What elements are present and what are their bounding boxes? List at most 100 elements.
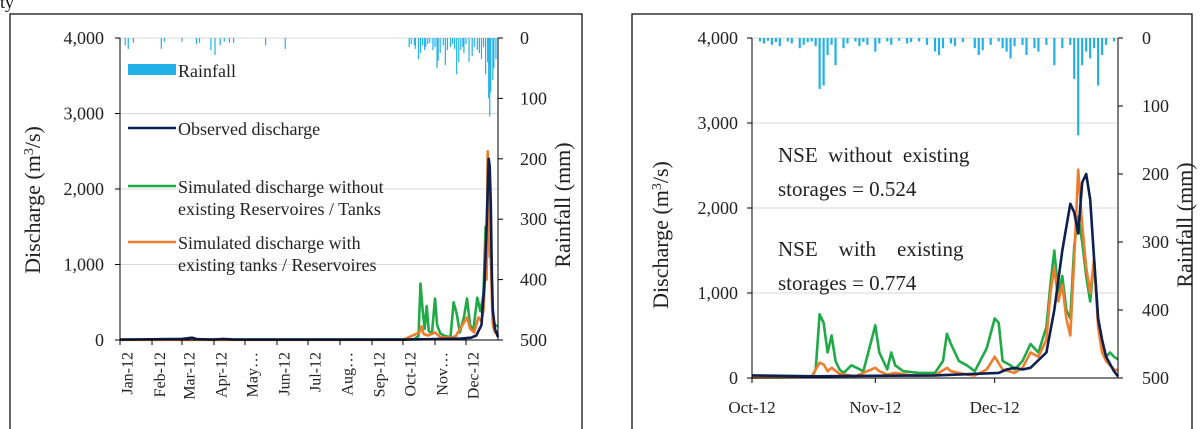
right-y-tick-label: 1,000 <box>698 283 739 303</box>
right-rainfall-bar <box>1085 38 1088 52</box>
left-rainfall-bar <box>473 38 475 48</box>
right-rainfall-bar <box>953 38 956 47</box>
right-series-observed <box>751 172 1120 378</box>
right-rainfall-bar <box>937 38 941 55</box>
left-y-tick-label: 2,000 <box>64 179 105 199</box>
right-rainfall-bar <box>1061 38 1064 49</box>
right-y-axis-title: Discharge (m3/s) <box>648 161 673 309</box>
right-rainfall-bar <box>818 38 821 89</box>
right-y2-tick-label: 200 <box>1142 164 1169 184</box>
left-rainfall-bar <box>465 38 467 45</box>
left-y2-tick-label: 200 <box>520 149 547 169</box>
right-rainfall-bar <box>981 38 984 51</box>
left-rainfall-bar <box>444 38 446 66</box>
left-rainfall-bar <box>419 38 422 54</box>
left-rainfall-bar <box>493 38 495 69</box>
left-rainfall-bar <box>228 38 231 43</box>
left-y-tick-label: 4,000 <box>64 28 105 48</box>
right-rainfall-bar <box>1093 38 1096 49</box>
left-rainfall-bar <box>468 38 470 63</box>
left-panel-frame <box>9 13 583 429</box>
left-rainfall-bar <box>284 38 286 49</box>
right-rainfall-bar <box>910 38 913 43</box>
left-rainfall-bar <box>223 38 225 42</box>
left-rainfall-bar <box>132 38 135 43</box>
right-rainfall-bar <box>1069 38 1072 45</box>
left-rainfall-bar <box>233 38 235 43</box>
right-rainfall-bar <box>1053 38 1056 66</box>
right-chart: 0 1,000 2,000 3,000 4,000 0 100 200 300 400 500 Oct… <box>648 28 1197 417</box>
right-rainfall-bar <box>989 38 992 45</box>
left-x-tick-label: Sep-12 <box>372 352 389 397</box>
left-rainfall-bar <box>462 38 464 48</box>
right-series-sim-without <box>752 215 1119 379</box>
right-rainfall-bar <box>834 38 837 66</box>
right-rainfall-bar <box>878 38 881 44</box>
left-y2-tick-label: 100 <box>520 88 547 108</box>
right-rainfall-bar <box>862 38 865 43</box>
right-rainfall-bar <box>941 38 945 49</box>
left-rainfall-bar <box>163 38 166 42</box>
left-rainfall-bar <box>485 38 487 75</box>
left-y-tick-label: 3,000 <box>64 104 105 124</box>
right-rainfall-bar <box>822 38 825 86</box>
nse-annotation-1-line1: NSE without existing <box>778 143 970 167</box>
right-y-tick-label: 4,000 <box>698 28 739 48</box>
left-x-tick-label: Feb-12 <box>152 352 169 397</box>
left-rainfall-bar <box>451 38 454 45</box>
left-rainfall-bar <box>195 38 198 45</box>
left-rainfall-bar <box>490 38 492 93</box>
right-rainfall-bar <box>810 38 813 42</box>
right-rainfall-bar <box>917 38 921 42</box>
right-rainfall-bar <box>1009 38 1012 59</box>
legend-observed-label: Observed discharge <box>178 119 320 139</box>
legend-sim-with-label-line2: existing tanks / Reservoires <box>178 255 376 275</box>
right-y-axis-title-main: Discharge (m <box>648 190 673 309</box>
right-rainfall-bar <box>866 38 869 45</box>
left-rainfall-bar <box>198 38 201 43</box>
left-x-tick-label: Jun-12 <box>277 352 294 396</box>
left-rainfall-bar <box>488 38 490 99</box>
right-rainfall-bar <box>1025 38 1028 55</box>
left-rainfall-bar <box>476 38 478 51</box>
left-y-axis-title-sup: 3 <box>22 148 37 155</box>
right-rainfall-bar <box>1089 38 1092 59</box>
left-rainfall-bar <box>495 38 497 60</box>
left-rainfall-bar <box>436 38 438 69</box>
left-x-tick-label: Nov… <box>435 352 452 396</box>
left-x-tick-label: Jan-12 <box>120 352 137 395</box>
right-rainfall-bar <box>1100 38 1104 55</box>
right-rainfall-bar <box>949 38 953 44</box>
left-rainfall-bar <box>413 38 415 46</box>
right-rainfall-bar <box>830 38 833 45</box>
right-y2-tick-label: 400 <box>1142 300 1169 320</box>
right-rainfall-bar <box>1037 38 1040 52</box>
right-rainfall-bar <box>842 38 845 49</box>
right-y2-tick-label: 300 <box>1142 232 1169 252</box>
left-y2-tick-label: 400 <box>520 270 547 290</box>
right-y2-tick-label: 100 <box>1142 96 1169 116</box>
right-rainfall-bar <box>1073 38 1076 79</box>
right-series-sim-with <box>751 168 1119 379</box>
right-rainfall-bar <box>826 38 829 55</box>
right-rainfall-bar <box>798 38 801 49</box>
left-rainfall-bar <box>210 38 212 51</box>
left-y2-tick-label: 0 <box>520 28 529 48</box>
right-rainfall-bar <box>961 38 964 43</box>
left-rainfall-bar <box>124 38 126 46</box>
right-x-tick-label: Nov-12 <box>849 398 901 417</box>
left-rainfall-bar <box>410 38 412 45</box>
right-rainfall-bar <box>973 38 976 49</box>
figure-corner-label: ty <box>0 0 15 12</box>
right-rainfall-bar <box>1081 38 1084 66</box>
legend-rainfall-label: Rainfall <box>178 61 236 81</box>
right-y-tick-label: 0 <box>729 368 738 388</box>
left-y-axis-title: Discharge (m3/s) <box>20 126 45 274</box>
left-legend: Rainfall Observed discharge Simulated disc… <box>128 61 384 275</box>
right-rainfall-bar <box>1033 38 1036 49</box>
left-rainfall-bar <box>429 38 431 43</box>
left-y-axis-title-main: Discharge (m <box>20 155 45 274</box>
right-y-axis-title-end: /s) <box>648 161 673 183</box>
left-rainfall-bar <box>214 38 216 55</box>
right-rainfall-bar <box>806 38 809 43</box>
